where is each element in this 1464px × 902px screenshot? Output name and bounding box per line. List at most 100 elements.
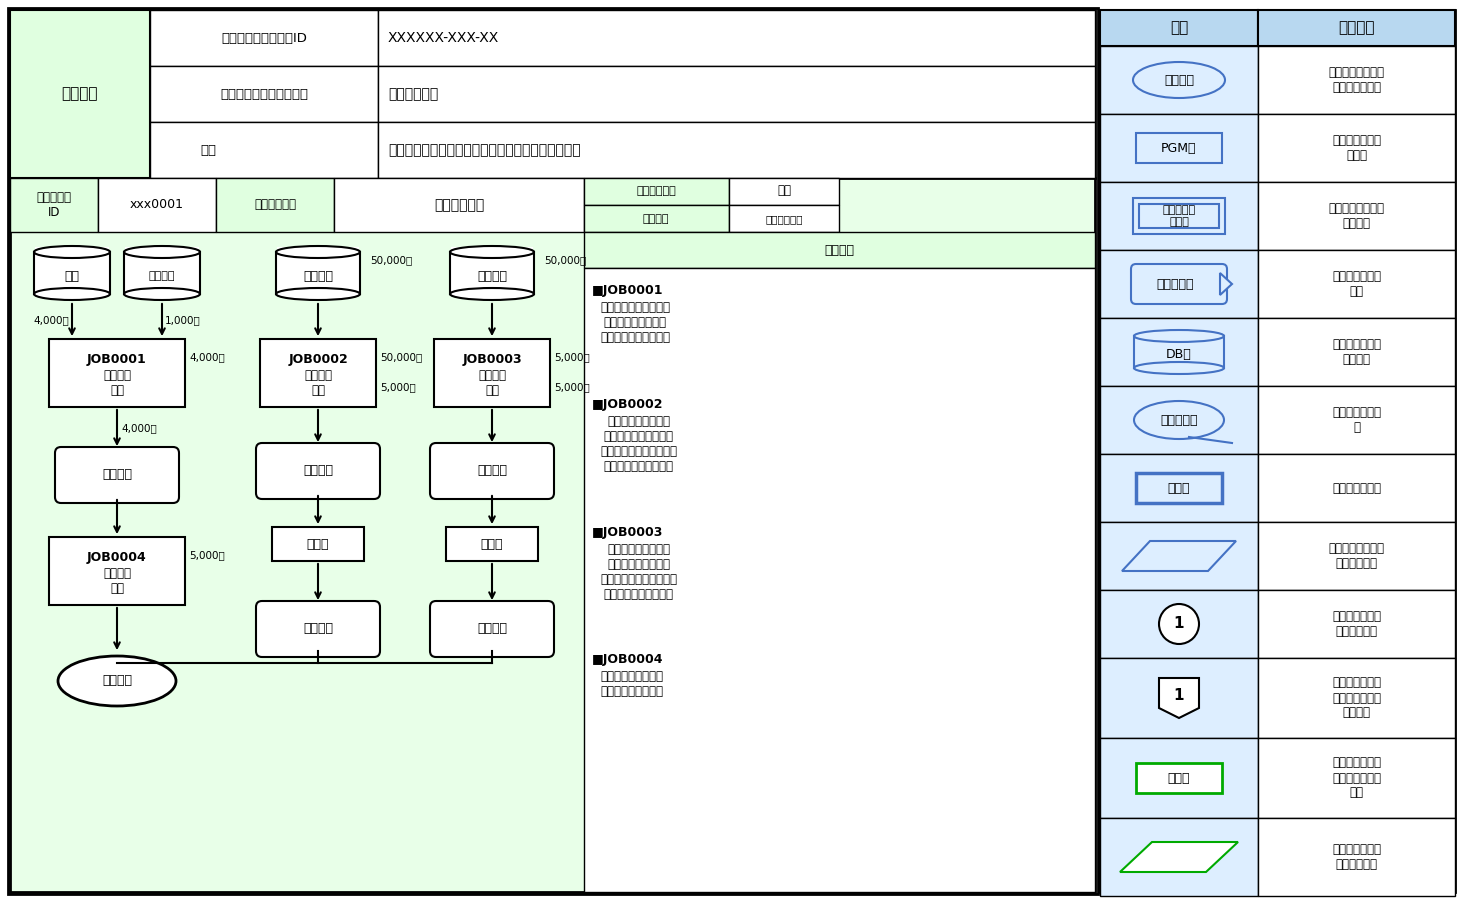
Polygon shape [1159,678,1199,718]
FancyBboxPatch shape [217,178,334,232]
FancyBboxPatch shape [1258,454,1455,522]
Text: データベースを
表す記号: データベースを 表す記号 [1332,338,1381,366]
FancyBboxPatch shape [1258,318,1455,386]
Text: 口座情報: 口座情報 [102,468,132,482]
Text: 請求情報作成: 請求情報作成 [388,87,438,101]
FancyBboxPatch shape [1099,386,1258,454]
Text: JOB0002: JOB0002 [288,353,348,365]
FancyBboxPatch shape [1136,473,1222,503]
FancyBboxPatch shape [430,443,553,499]
FancyBboxPatch shape [1099,818,1258,896]
FancyBboxPatch shape [35,247,110,253]
Text: 帳票名: 帳票名 [1168,482,1190,494]
Text: バッチ処理
ID: バッチ処理 ID [37,191,72,219]
Text: ■JOB0004: ■JOB0004 [591,653,663,666]
FancyBboxPatch shape [447,527,537,561]
Text: 5,000件: 5,000件 [381,382,416,392]
Text: 支払方法データから
対象となる支払方法の
データを抽出し支払方法
ファイルを作成する。: 支払方法データから 対象となる支払方法の データを抽出し支払方法 ファイルを作成… [600,415,676,473]
Text: 50,000件: 50,000件 [370,255,413,265]
Text: コントロールカー
ドを表す記号: コントロールカー ドを表す記号 [1328,542,1385,570]
FancyBboxPatch shape [449,252,534,294]
Ellipse shape [59,656,176,706]
Ellipse shape [1159,604,1199,644]
Text: ■JOB0003: ■JOB0003 [591,526,663,539]
Ellipse shape [1133,62,1225,98]
Text: 記述内容: 記述内容 [1338,21,1375,35]
Ellipse shape [1135,401,1224,439]
Ellipse shape [124,246,201,258]
FancyBboxPatch shape [124,252,201,294]
Text: バッチ処理フローのID: バッチ処理フローのID [221,32,307,44]
Text: 請求情報
作成: 請求情報 作成 [102,567,130,595]
FancyBboxPatch shape [1135,336,1224,368]
Polygon shape [1121,541,1236,571]
FancyBboxPatch shape [584,268,1095,892]
FancyBboxPatch shape [1099,738,1258,818]
FancyBboxPatch shape [1258,114,1455,182]
Ellipse shape [277,246,360,258]
Text: テープを表す記
号: テープを表す記 号 [1332,406,1381,434]
FancyBboxPatch shape [1258,182,1455,250]
FancyBboxPatch shape [149,66,378,122]
FancyBboxPatch shape [729,205,839,232]
Text: ■JOB0001: ■JOB0001 [591,284,663,297]
Text: ソート: ソート [480,538,504,550]
Text: バッチ処理名: バッチ処理名 [253,198,296,211]
Text: 請求情報作成: 請求情報作成 [433,198,485,212]
FancyBboxPatch shape [1258,818,1455,896]
Ellipse shape [277,288,360,300]
Text: 日次: 日次 [777,185,791,198]
FancyBboxPatch shape [48,339,184,407]
Text: 電文や通信デー
タを表す記号: 電文や通信デー タを表す記号 [1332,843,1381,871]
FancyBboxPatch shape [1099,590,1258,658]
FancyBboxPatch shape [584,205,729,232]
Text: 口座情報ファイル、
支払方法ファイル、: 口座情報ファイル、 支払方法ファイル、 [600,670,663,698]
FancyBboxPatch shape [1258,46,1455,114]
Text: ページ内での接
続を表す記号: ページ内での接 続を表す記号 [1332,610,1381,638]
Text: 売上情報: 売上情報 [477,622,507,636]
Ellipse shape [34,246,110,258]
Text: 画面（手動での
入出力）を表す
記号: 画面（手動での 入出力）を表す 記号 [1332,757,1381,799]
FancyBboxPatch shape [1099,182,1258,250]
Ellipse shape [1135,362,1224,374]
FancyBboxPatch shape [1099,46,1258,114]
FancyBboxPatch shape [1099,250,1258,318]
Text: JOB0003: JOB0003 [463,353,521,365]
FancyBboxPatch shape [1258,386,1455,454]
Text: バッチ処理フローの名称: バッチ処理フローの名称 [220,87,307,100]
Text: 売上情報
抽出: 売上情報 抽出 [479,369,507,397]
FancyBboxPatch shape [98,178,217,232]
Text: 支払方法: 支払方法 [303,270,332,282]
Text: 処理サイクル: 処理サイクル [637,186,676,196]
Text: 処理概要: 処理概要 [824,244,854,256]
FancyBboxPatch shape [430,601,553,657]
FancyBboxPatch shape [1099,114,1258,182]
Text: 支払方法
抽出: 支払方法 抽出 [305,369,332,397]
FancyBboxPatch shape [1258,738,1455,818]
Text: 書誌情報: 書誌情報 [61,87,98,102]
Text: 複数ページにま
たがる場合に用
いる記号: 複数ページにま たがる場合に用 いる記号 [1332,676,1381,720]
Text: 金融機関: 金融機関 [149,271,176,281]
FancyBboxPatch shape [1099,454,1258,522]
Text: プログラムを表
す記号: プログラムを表 す記号 [1332,134,1381,162]
Text: DB名: DB名 [1167,348,1192,362]
FancyBboxPatch shape [1258,590,1455,658]
Text: 売上情報: 売上情報 [477,270,507,282]
Text: ユーティリティを
表す記号: ユーティリティを 表す記号 [1328,202,1385,230]
FancyBboxPatch shape [1258,10,1455,46]
FancyBboxPatch shape [1099,658,1258,738]
Text: 5,000件: 5,000件 [553,382,590,392]
Ellipse shape [34,288,110,300]
Text: 5,000件: 5,000件 [553,352,590,362]
Polygon shape [1220,273,1233,295]
Text: 50,000件: 50,000件 [381,352,422,362]
FancyBboxPatch shape [378,10,1095,66]
Text: JOB0001: JOB0001 [88,353,146,365]
Text: 支払方法: 支払方法 [303,465,332,477]
FancyBboxPatch shape [10,10,149,178]
FancyBboxPatch shape [277,247,359,253]
FancyBboxPatch shape [433,339,550,407]
FancyBboxPatch shape [1258,658,1455,738]
Text: 1: 1 [1174,616,1184,631]
FancyBboxPatch shape [256,443,381,499]
